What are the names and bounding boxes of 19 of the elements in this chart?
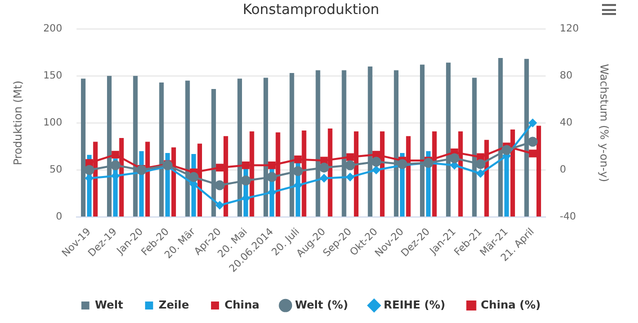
y-tick-label: 100 — [43, 118, 62, 129]
legend-label: Welt — [94, 298, 124, 312]
y2-tick-label: 0 — [560, 164, 566, 176]
y2-axis-title: Wachstum (% y-on-y) — [598, 64, 611, 182]
legend-label: Welt (%) — [294, 298, 348, 312]
y-tick-label: 0 — [56, 212, 62, 223]
y-tick-label: 50 — [50, 164, 62, 176]
chart-title: Konstamproduktion — [242, 2, 380, 18]
y-axis-title: Produktion (Mt) — [11, 80, 24, 166]
y2-tick-label: -40 — [560, 212, 576, 223]
legend-label: China — [224, 298, 260, 312]
y-tick-label: 200 — [43, 23, 62, 34]
legend-label: Zeile — [158, 298, 190, 312]
legend-label: China (%) — [480, 298, 541, 312]
legend-label: REIHE (%) — [384, 298, 446, 312]
y2-tick-label: 120 — [560, 23, 579, 34]
y2-tick-label: 40 — [560, 118, 572, 129]
y2-tick-label: 80 — [560, 70, 572, 82]
y-tick-label: 150 — [43, 70, 62, 82]
